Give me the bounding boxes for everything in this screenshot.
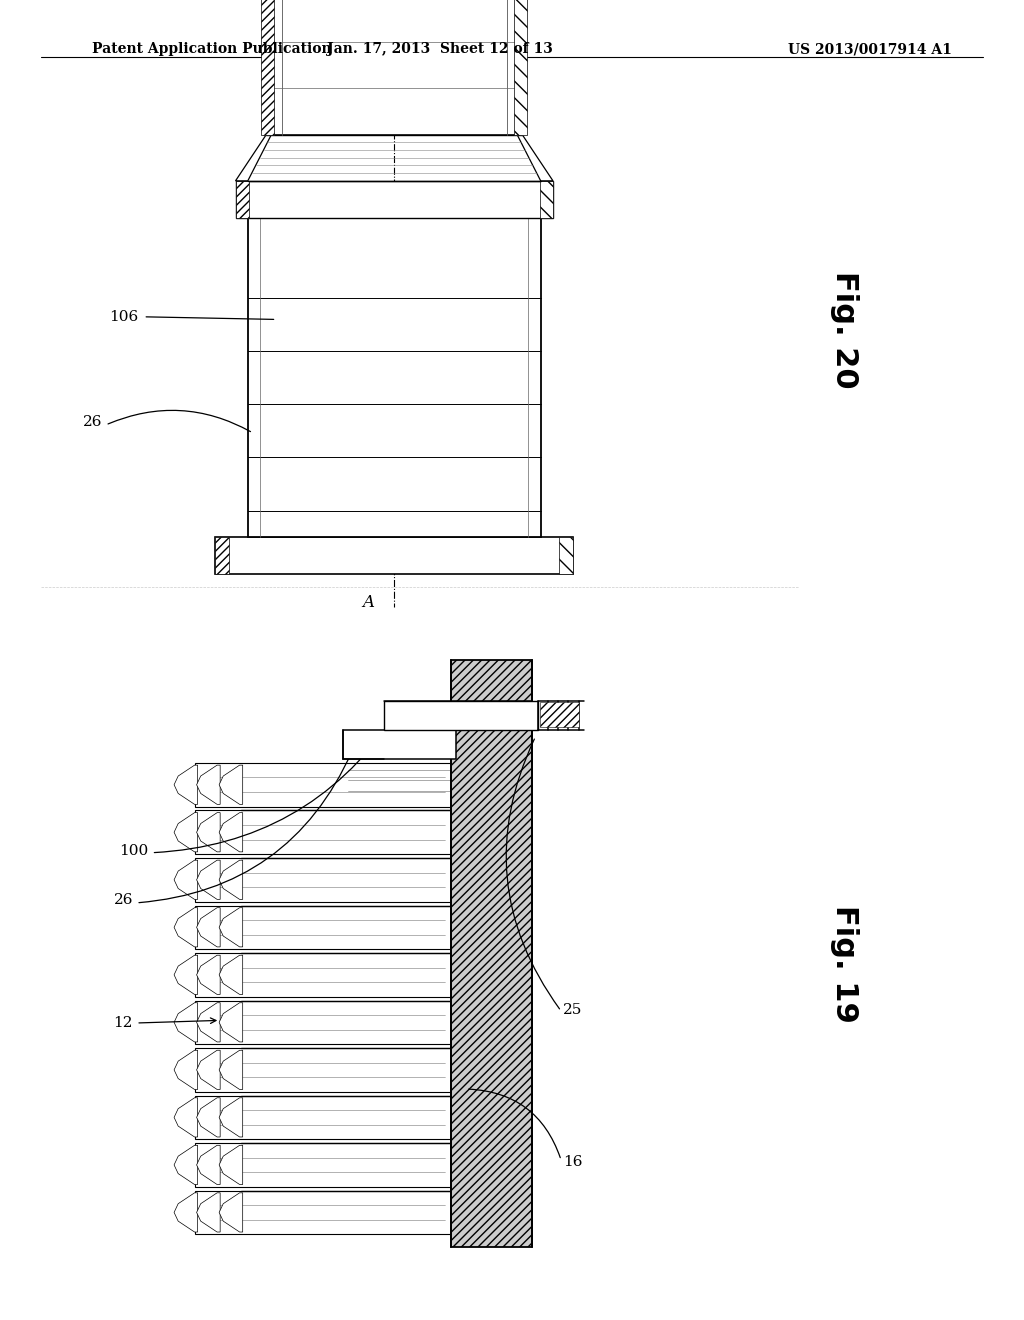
- Polygon shape: [174, 1146, 198, 1184]
- Polygon shape: [219, 1193, 243, 1232]
- Polygon shape: [197, 766, 220, 804]
- Polygon shape: [197, 1098, 220, 1137]
- Polygon shape: [219, 908, 243, 946]
- Polygon shape: [195, 1143, 451, 1187]
- Polygon shape: [219, 956, 243, 994]
- Polygon shape: [343, 730, 456, 759]
- Polygon shape: [219, 1003, 243, 1041]
- Polygon shape: [174, 766, 198, 804]
- Polygon shape: [219, 861, 243, 899]
- Polygon shape: [219, 766, 243, 804]
- Bar: [540, 181, 553, 218]
- Polygon shape: [195, 1096, 451, 1139]
- Polygon shape: [195, 763, 451, 807]
- Polygon shape: [174, 1193, 198, 1232]
- Bar: [559, 537, 573, 574]
- Polygon shape: [271, 0, 517, 135]
- Text: Jan. 17, 2013  Sheet 12 of 13: Jan. 17, 2013 Sheet 12 of 13: [328, 42, 553, 57]
- Polygon shape: [174, 908, 198, 946]
- Polygon shape: [195, 810, 451, 854]
- Text: Fig. 20: Fig. 20: [830, 271, 859, 389]
- Polygon shape: [248, 218, 541, 537]
- Polygon shape: [195, 906, 451, 949]
- Polygon shape: [219, 1098, 243, 1137]
- Text: US 2013/0017914 A1: US 2013/0017914 A1: [788, 42, 952, 57]
- Polygon shape: [384, 701, 538, 730]
- Polygon shape: [174, 813, 198, 851]
- Polygon shape: [197, 908, 220, 946]
- Text: 106: 106: [109, 310, 138, 323]
- Text: 100: 100: [119, 845, 148, 858]
- Polygon shape: [219, 1146, 243, 1184]
- Polygon shape: [197, 956, 220, 994]
- Polygon shape: [174, 861, 198, 899]
- Bar: [236, 181, 249, 218]
- Text: 26: 26: [114, 894, 133, 907]
- Bar: [215, 537, 229, 574]
- Polygon shape: [197, 1193, 220, 1232]
- Bar: [514, 0, 527, 135]
- Polygon shape: [174, 1003, 198, 1041]
- Text: 16: 16: [563, 1155, 583, 1168]
- Polygon shape: [197, 1146, 220, 1184]
- Polygon shape: [195, 858, 451, 902]
- Polygon shape: [197, 1051, 220, 1089]
- Bar: [261, 0, 274, 135]
- Polygon shape: [174, 1098, 198, 1137]
- Polygon shape: [197, 861, 220, 899]
- Polygon shape: [174, 1051, 198, 1089]
- Polygon shape: [195, 1048, 451, 1092]
- Text: Fig. 19: Fig. 19: [830, 904, 859, 1023]
- Polygon shape: [195, 1001, 451, 1044]
- Polygon shape: [219, 813, 243, 851]
- Text: Patent Application Publication: Patent Application Publication: [92, 42, 332, 57]
- Polygon shape: [197, 813, 220, 851]
- Text: 25: 25: [563, 1003, 583, 1016]
- Polygon shape: [174, 956, 198, 994]
- Text: A: A: [362, 594, 375, 611]
- Polygon shape: [236, 135, 271, 181]
- Polygon shape: [219, 1051, 243, 1089]
- Polygon shape: [215, 537, 573, 574]
- Polygon shape: [195, 1191, 451, 1234]
- Text: 12: 12: [114, 1016, 133, 1030]
- Polygon shape: [197, 1003, 220, 1041]
- Polygon shape: [517, 135, 553, 181]
- Polygon shape: [195, 953, 451, 997]
- Bar: [540, 702, 579, 727]
- Text: 26: 26: [83, 416, 102, 429]
- Polygon shape: [236, 181, 553, 218]
- Bar: [451, 660, 532, 1247]
